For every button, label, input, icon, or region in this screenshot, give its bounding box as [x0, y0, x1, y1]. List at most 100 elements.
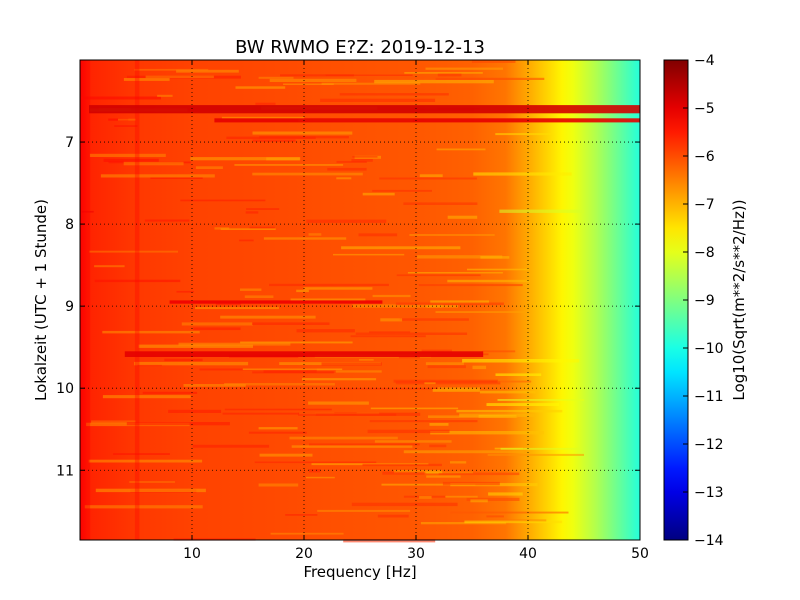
spectrogram-streak — [426, 305, 458, 308]
spectrogram-streak — [437, 73, 462, 77]
colorbar-tick-label: −7 — [694, 197, 715, 213]
spectrogram-streak — [308, 469, 321, 473]
colorbar-tick-label: −8 — [694, 245, 715, 261]
spectrogram-streak — [303, 287, 373, 290]
spectrogram-streak — [220, 228, 276, 230]
spectrogram-streak — [89, 153, 166, 157]
spectrogram-streak — [417, 255, 503, 259]
spectrogram-streak — [480, 256, 510, 259]
spectrogram-low-frequency-column — [134, 60, 140, 540]
spectrogram-streak — [157, 94, 173, 97]
spectrogram-streak — [220, 315, 316, 319]
spectrogram-streak — [370, 407, 459, 410]
spectrogram-streak — [126, 422, 230, 426]
spectrogram-streak — [500, 447, 580, 450]
spectrogram-streak — [91, 420, 136, 424]
spectrogram-streak — [497, 399, 584, 401]
spectrogram-streak — [138, 344, 253, 348]
spectrogram-streak — [450, 461, 467, 464]
spectrogram-streak — [497, 380, 532, 383]
plot-area — [79, 59, 641, 543]
spectrogram-streak — [487, 453, 584, 456]
spectrogram-streak — [94, 265, 125, 268]
spectrogram-streak — [290, 298, 366, 302]
spectrogram-streak — [327, 387, 446, 390]
spectrogram-streak — [176, 69, 239, 73]
spectrogram-streak — [429, 444, 447, 448]
spectrogram-streak — [102, 395, 191, 399]
spectrogram-streak — [144, 219, 190, 222]
spectrogram-streak — [450, 511, 569, 514]
spectrogram-streak — [419, 174, 443, 178]
spectrogram-streak — [291, 445, 413, 448]
spectrogram-streak — [224, 383, 335, 386]
spectrogram-streak — [362, 192, 395, 196]
spectrogram-streak — [499, 209, 584, 213]
spectrogram-streak — [252, 131, 353, 135]
spectrogram-streak — [396, 274, 481, 277]
spectrogram-streak — [428, 415, 518, 418]
spectrogram-streak — [367, 429, 450, 434]
spectrogram-streak — [407, 272, 503, 274]
spectrogram-streak — [249, 226, 275, 229]
x-tick-label: 50 — [631, 546, 649, 562]
y-tick-label: 11 — [56, 463, 74, 479]
spectrogram-streak — [245, 211, 259, 214]
y-axis: 7 8 9 10 11 — [56, 135, 640, 479]
spectrogram-streak — [325, 74, 413, 76]
spectrogram-streak — [438, 472, 520, 476]
spectrogram-streak — [442, 481, 500, 486]
spectrogram-streak — [377, 514, 409, 518]
spectrogram-streak — [486, 515, 504, 518]
spectrogram-streak — [398, 356, 420, 359]
spectrogram-streak — [259, 136, 349, 139]
spectrogram-streak — [164, 358, 203, 362]
spectrogram-streak — [495, 133, 553, 136]
spectrogram-streak — [88, 459, 203, 463]
spectrogram-streak — [180, 199, 266, 202]
spectrogram-streak — [308, 401, 369, 405]
spectrogram-streak — [317, 509, 411, 512]
spectrogram-streak — [456, 409, 563, 413]
spectrogram-streak — [89, 250, 178, 253]
x-tick-label: 30 — [407, 546, 425, 562]
spectrogram-streak — [425, 362, 464, 366]
spectrogram-streak — [221, 116, 305, 120]
spectrogram-streak — [84, 505, 203, 509]
colorbar-tick-label: −14 — [694, 533, 724, 549]
spectrogram-streak — [472, 365, 487, 370]
spectrogram-streak — [374, 79, 494, 84]
spectrogram-streak — [102, 330, 200, 334]
spectrogram-streak — [462, 359, 580, 363]
spectrogram-streak — [100, 174, 215, 178]
spectrogram-streak — [285, 514, 318, 516]
spectrogram-streak — [430, 431, 544, 435]
spectrogram-streak — [269, 78, 357, 82]
spectrogram-streak — [258, 483, 299, 487]
spectrogram-streak — [181, 322, 253, 326]
spectrogram-streak — [114, 125, 138, 127]
spectrogram-streak — [333, 253, 405, 256]
x-tick-label: 20 — [295, 546, 313, 562]
spectrogram-streak — [403, 202, 478, 205]
spectrogram-streak — [382, 471, 425, 475]
spectrogram-streak — [438, 387, 480, 389]
high-amplitude-band — [124, 351, 484, 357]
spectrogram-streak — [195, 307, 279, 310]
spectrogram-streak — [80, 96, 161, 100]
spectrogram-streak — [421, 349, 452, 353]
spectrogram-streak — [252, 172, 363, 176]
spectrogram-streak — [420, 522, 507, 525]
spectrogram-streak — [495, 373, 542, 376]
colorbar-tick-label: −6 — [694, 149, 715, 165]
colorbar-tick-label: −5 — [694, 101, 715, 117]
spectrogram-streak — [341, 246, 461, 250]
spectrogram-streak — [419, 495, 432, 499]
spectrogram-streak — [193, 327, 241, 331]
spectrogram-streak — [479, 390, 536, 394]
colorbar-tick-label: −11 — [694, 389, 724, 405]
spectrogram-streak — [302, 378, 377, 381]
spectrogram-low-frequency-column — [83, 60, 91, 540]
spectrogram-streak — [321, 362, 382, 366]
